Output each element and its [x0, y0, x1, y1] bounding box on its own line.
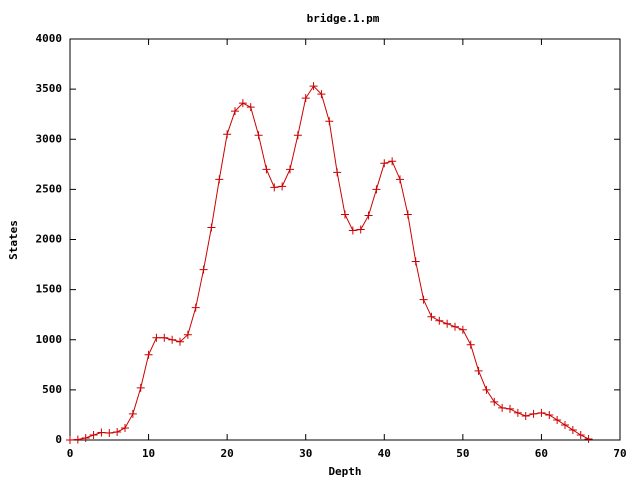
data-point: [576, 430, 585, 439]
data-point: [341, 210, 349, 219]
y-axis-label: States: [7, 220, 20, 260]
data-point: [419, 295, 428, 304]
data-point: [286, 165, 294, 174]
data-point: [427, 312, 436, 321]
data-point: [474, 366, 483, 375]
y-tick-label: 1500: [36, 283, 63, 296]
y-tick-label: 1000: [36, 333, 63, 346]
data-point: [309, 82, 318, 91]
data-point: [333, 168, 342, 177]
data-point: [380, 159, 389, 168]
data-point: [451, 322, 459, 331]
data-point: [207, 223, 216, 232]
chart-title: bridge.1.pm: [307, 12, 380, 25]
x-tick-label: 30: [299, 447, 312, 460]
data-point: [168, 335, 177, 344]
data-point: [73, 435, 82, 444]
data-point: [254, 131, 263, 140]
data-point: [238, 99, 247, 108]
data-point: [482, 385, 491, 394]
data-line: [69, 85, 589, 441]
x-tick-label: 40: [378, 447, 391, 460]
y-tick-label: 0: [55, 433, 62, 446]
data-point: [231, 107, 239, 116]
data-point: [411, 257, 420, 266]
data-point: [364, 211, 373, 220]
y-tick-label: 4000: [36, 32, 63, 45]
data-point: [176, 337, 184, 346]
data-point: [113, 427, 122, 436]
data-point: [121, 423, 129, 432]
data-point: [561, 420, 569, 429]
data-point: [89, 430, 98, 439]
data-point: [144, 350, 153, 359]
data-point: [466, 340, 475, 349]
data-point: [246, 103, 255, 112]
y-tick-label: 2000: [36, 233, 63, 246]
data-point: [325, 117, 334, 126]
x-tick-label: 10: [142, 447, 155, 460]
data-point: [458, 325, 467, 334]
data-point: [545, 410, 554, 419]
y-tick-label: 3000: [36, 132, 63, 145]
data-point: [278, 182, 287, 191]
data-point: [128, 409, 137, 418]
data-point: [160, 333, 169, 342]
y-tick-label: 2500: [36, 182, 63, 195]
data-point: [521, 411, 530, 420]
data-point: [183, 330, 192, 339]
y-tick-label: 500: [42, 383, 62, 396]
data-point: [490, 397, 499, 406]
data-point: [388, 157, 397, 166]
x-axis-label: Depth: [328, 465, 361, 478]
data-point: [105, 428, 114, 437]
data-point: [317, 90, 326, 99]
data-point: [396, 175, 404, 184]
data-point: [191, 303, 200, 312]
data-point: [136, 383, 145, 392]
data-point: [584, 434, 593, 443]
data-point: [270, 183, 279, 192]
x-tick-label: 50: [456, 447, 469, 460]
plot-frame: [69, 38, 621, 441]
data-point: [262, 165, 271, 174]
data-point: [356, 225, 365, 234]
data-point: [513, 408, 522, 417]
data-point: [403, 210, 412, 219]
data-point: [506, 404, 514, 413]
data-point: [152, 333, 161, 342]
data-point: [81, 433, 90, 442]
x-tick-label: 70: [613, 447, 626, 460]
data-point: [301, 94, 310, 103]
data-point: [529, 409, 538, 418]
data-point: [498, 403, 507, 412]
data-point: [199, 265, 208, 274]
data-point: [97, 428, 106, 437]
data-point: [348, 226, 357, 235]
data-point: [293, 131, 302, 140]
x-tick-label: 60: [535, 447, 548, 460]
data-point: [553, 415, 562, 424]
data-point: [66, 436, 74, 444]
data-point: [435, 316, 444, 325]
data-point: [215, 175, 224, 184]
data-point: [372, 185, 381, 194]
data-point: [537, 408, 546, 417]
data-point: [568, 425, 577, 434]
x-tick-label: 20: [221, 447, 234, 460]
x-tick-label: 0: [67, 447, 74, 460]
data-point: [223, 130, 232, 139]
data-point: [443, 319, 452, 328]
y-tick-label: 3500: [36, 82, 63, 95]
